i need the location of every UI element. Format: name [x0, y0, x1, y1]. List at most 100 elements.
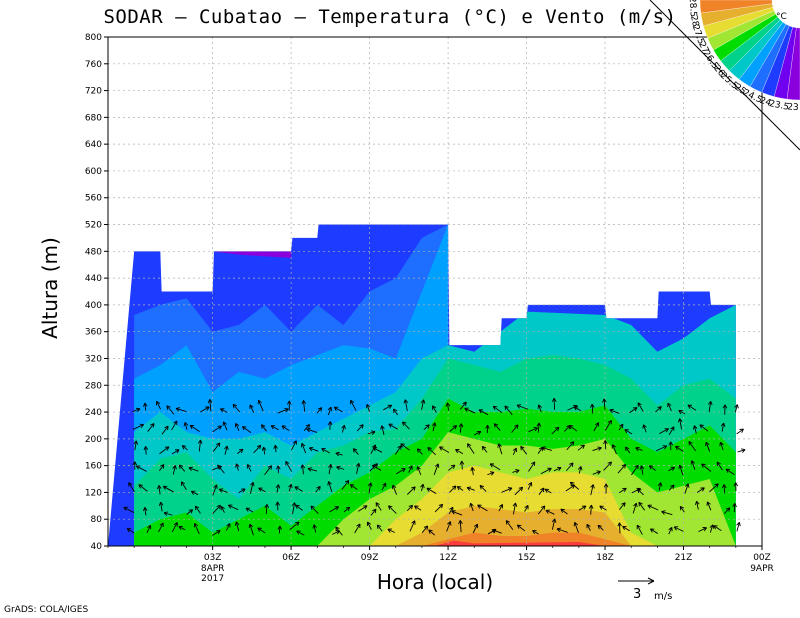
wind-vector-head — [295, 521, 300, 526]
wind-vector — [306, 428, 318, 433]
wind-vector — [302, 464, 304, 475]
legend-unit: °C — [776, 12, 787, 22]
wind-vector — [512, 502, 517, 515]
wind-vector-head — [476, 430, 482, 436]
wind-vector-head — [380, 425, 385, 430]
x-tick-label: 15Z — [518, 553, 536, 563]
wind-vector — [258, 487, 266, 493]
wind-vector-head — [160, 464, 165, 469]
wind-vector-head — [532, 530, 537, 535]
wind-vector-head — [594, 422, 600, 427]
wind-vector-head — [678, 410, 683, 415]
wind-vector — [467, 443, 475, 454]
wind-vector — [343, 506, 351, 513]
wind-vector — [388, 505, 397, 514]
legend-label: 28 — [688, 14, 700, 27]
wind-vector — [629, 407, 638, 414]
wind-vector — [245, 507, 254, 513]
wind-vector-head — [602, 398, 607, 403]
wind-vector-head — [458, 423, 464, 428]
wind-vector — [698, 527, 707, 533]
wind-vector-head — [275, 501, 280, 506]
wind-vector — [556, 528, 568, 533]
wind-vector-head — [705, 441, 710, 447]
wind-vector-head — [537, 404, 542, 409]
wind-vector — [481, 446, 488, 453]
x-tick-label: 12Z — [439, 553, 457, 563]
wind-vector — [449, 485, 457, 493]
wind-vector — [675, 445, 684, 452]
wind-vector — [612, 444, 617, 455]
wind-vector — [180, 481, 187, 490]
y-tick-label: 760 — [85, 60, 102, 70]
wind-vector — [414, 505, 422, 511]
wind-vector — [178, 464, 186, 472]
wind-vector — [313, 524, 317, 533]
wind-vector-head — [661, 510, 666, 515]
wind-vector-head — [636, 524, 641, 530]
wind-vector — [577, 444, 585, 451]
wind-vector — [479, 485, 487, 492]
wind-vector — [232, 403, 241, 413]
temp-band-cold — [212, 251, 292, 259]
y-tick-label: 240 — [85, 408, 102, 418]
wind-vector — [597, 525, 604, 531]
wind-vector-head — [667, 402, 672, 408]
wind-vector-head — [568, 424, 574, 430]
wind-vector-head — [505, 520, 511, 525]
wind-vector-head — [264, 504, 270, 509]
wind-vector-head — [677, 418, 683, 423]
wind-vector-head — [178, 464, 184, 469]
wind-vector — [295, 504, 303, 511]
wind-vector — [402, 421, 410, 430]
wind-vector-head — [498, 504, 504, 509]
wind-vector — [301, 443, 307, 454]
wind-vector-head — [294, 486, 299, 491]
wind-vector — [186, 509, 193, 515]
wind-vector-head — [647, 504, 652, 509]
wind-vector-head — [603, 440, 608, 445]
wind-vector — [649, 465, 656, 471]
wind-vector-head — [599, 505, 604, 510]
y-tick-label: 160 — [85, 462, 102, 472]
wind-vector — [310, 505, 319, 514]
wind-vector — [406, 505, 413, 512]
wind-vector-head — [241, 488, 246, 493]
wind-vector-head — [607, 419, 612, 425]
wind-vector-head — [372, 444, 377, 449]
wind-vector — [622, 525, 630, 532]
wind-vector-head — [150, 423, 155, 428]
wind-vector-head — [123, 506, 128, 511]
wind-vector — [258, 400, 264, 412]
wind-vector-head — [569, 481, 575, 487]
wind-vector-head — [633, 502, 638, 508]
wind-vector-head — [270, 425, 276, 430]
wind-vector-head — [158, 501, 164, 507]
wind-vector — [292, 502, 296, 515]
wind-vector-head — [226, 523, 231, 528]
wind-vector-head — [516, 404, 522, 409]
wind-vector-head — [427, 447, 432, 452]
wind-vector-head — [720, 422, 726, 427]
wind-vector — [451, 510, 463, 516]
wind-vector-head — [261, 424, 266, 429]
wind-vector-head — [372, 447, 378, 452]
wind-vector — [538, 487, 545, 495]
wind-vector-head — [544, 488, 550, 493]
wind-vector — [725, 468, 735, 475]
wind-vector — [220, 408, 228, 413]
wind-vector-head — [359, 424, 364, 429]
wind-vector — [194, 523, 200, 535]
wind-vector — [455, 449, 464, 455]
wind-vector — [327, 406, 332, 416]
wind-vector — [291, 440, 297, 451]
wind-vector — [175, 407, 187, 412]
x-tick-sublabel: 9APR — [750, 564, 774, 574]
wind-vector-head — [142, 402, 148, 407]
wind-vector-head — [518, 486, 524, 492]
wind-vector-head — [492, 405, 498, 411]
wind-vector — [604, 420, 612, 431]
wind-vector — [433, 463, 439, 476]
temp-band-hot — [435, 540, 606, 546]
wind-vector — [191, 490, 199, 496]
